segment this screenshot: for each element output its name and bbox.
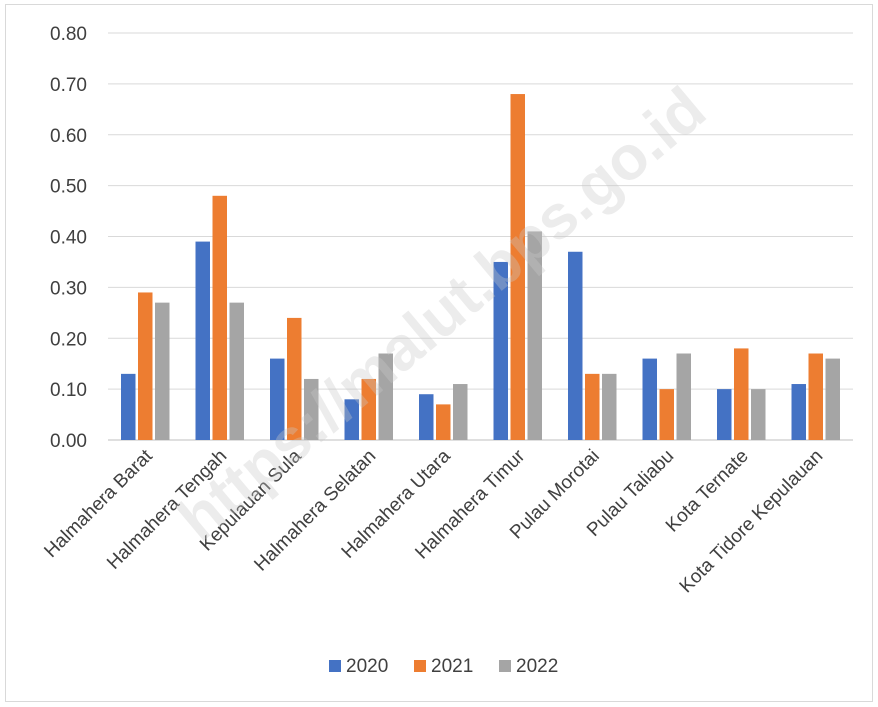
- bar-2022: [453, 384, 468, 440]
- y-tick-label: 0.20: [50, 329, 87, 350]
- bar-2022: [602, 373, 617, 440]
- bar-2021: [436, 404, 451, 440]
- bar-2020: [270, 358, 285, 440]
- y-tick-label: 0.00: [50, 431, 87, 452]
- y-axis-ticks: 0.00 0.10 0.20 0.30 0.40 0.50 0.60 0.70 0.80: [50, 24, 87, 452]
- bar-2020: [791, 384, 806, 440]
- bar-2021: [212, 195, 227, 440]
- y-tick-label: 0.40: [50, 228, 87, 249]
- legend-label: 2021: [431, 656, 473, 677]
- legend-label: 2022: [516, 656, 558, 677]
- bar-2021: [659, 389, 674, 440]
- y-tick-label: 0.60: [50, 126, 87, 147]
- category-label: Kota Tidore Kepulauan: [676, 446, 828, 598]
- legend: 2020 2021 2022: [329, 656, 558, 677]
- bar-2021: [361, 378, 376, 440]
- bar-2022: [825, 358, 840, 440]
- bar-2020: [344, 399, 359, 440]
- bars: [121, 94, 840, 441]
- y-tick-label: 0.70: [50, 75, 87, 96]
- legend-swatch-2021: [414, 660, 426, 672]
- bar-2021: [510, 94, 525, 441]
- bar-2020: [568, 251, 583, 440]
- bar-2020: [493, 261, 508, 440]
- bar-2022: [676, 353, 691, 440]
- bar-2021: [734, 348, 749, 440]
- bar-2022: [751, 389, 766, 440]
- y-tick-label: 0.30: [50, 278, 87, 299]
- y-tick-label: 0.10: [50, 380, 87, 401]
- bar-2022: [155, 302, 170, 440]
- bar-2022: [378, 353, 393, 440]
- bar-2021: [808, 353, 823, 440]
- bar-2020: [195, 241, 210, 440]
- legend-swatch-2020: [329, 660, 341, 672]
- bar-2022: [229, 302, 244, 440]
- bar-2020: [717, 389, 732, 440]
- legend-label: 2020: [346, 656, 388, 677]
- legend-swatch-2022: [499, 660, 511, 672]
- bar-2022: [304, 378, 319, 440]
- y-tick-label: 0.80: [50, 24, 87, 45]
- y-tick-label: 0.50: [50, 177, 87, 198]
- bar-2020: [121, 373, 136, 440]
- bar-2020: [419, 394, 434, 440]
- bar-2022: [527, 231, 542, 440]
- bar-2021: [287, 317, 302, 440]
- bar-2020: [642, 358, 657, 440]
- bar-2021: [585, 373, 600, 440]
- bar-2021: [138, 292, 153, 440]
